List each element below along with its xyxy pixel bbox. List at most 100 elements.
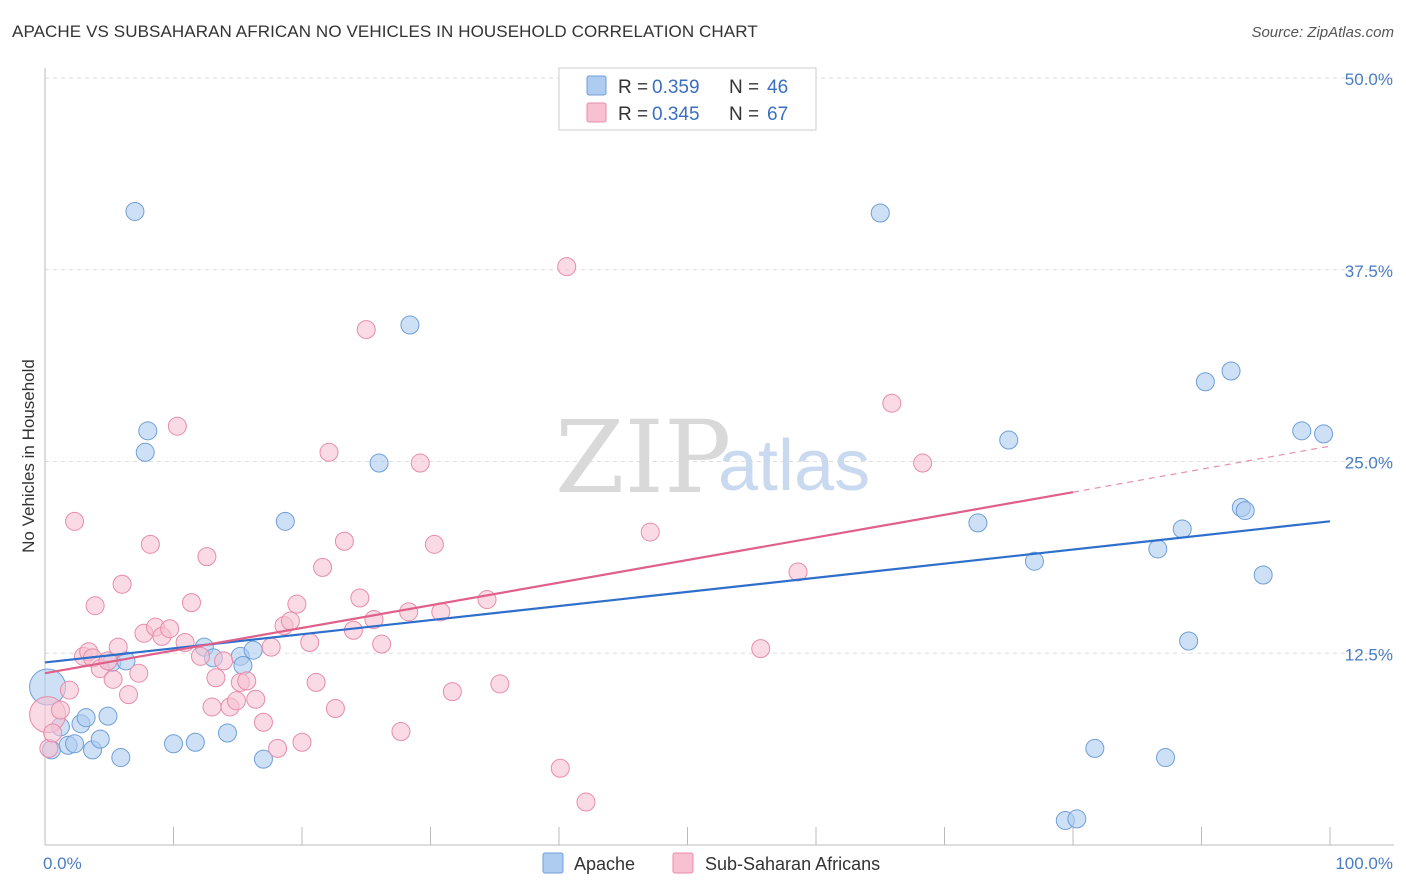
- subsaharan-point-34: [246, 689, 266, 709]
- subsaharan-point-18: [140, 534, 160, 554]
- subsaharan-point-52: [372, 634, 392, 654]
- subsaharan-point-39: [280, 611, 300, 631]
- apache-point-38: [1179, 631, 1199, 651]
- subsaharan-point-31: [226, 691, 246, 711]
- x-tick-label-1: 100.0%: [1335, 854, 1393, 873]
- apache-point-37: [1172, 519, 1192, 539]
- apache-point-30: [999, 430, 1019, 450]
- subsaharan-point-26: [197, 547, 217, 567]
- apache-point-27: [400, 315, 420, 335]
- subsaharan-point-41: [292, 732, 312, 752]
- apache-point-8: [90, 729, 110, 749]
- subsaharan-point-28: [206, 668, 226, 688]
- subsaharan-point-64: [640, 522, 660, 542]
- subsaharan-point-2: [43, 723, 63, 743]
- subsaharan-point-56: [424, 534, 444, 554]
- legend-swatch-apache: [586, 75, 607, 96]
- bottom-legend: Apache Sub-Saharan Africans: [542, 852, 880, 874]
- subsaharan-point-49: [350, 588, 370, 608]
- apache-point-10: [111, 748, 131, 768]
- subsaharan-point-50: [356, 320, 376, 340]
- subsaharan-point-33: [237, 671, 257, 691]
- apache-point-29: [968, 513, 988, 533]
- subsaharan-point-29: [214, 651, 234, 671]
- subsaharan-point-22: [167, 416, 187, 436]
- apache-point-43: [1253, 565, 1273, 585]
- legend-subsaharan-r-label: R =: [618, 104, 648, 125]
- apache-point-9: [98, 706, 118, 726]
- grid-layer: [45, 77, 1394, 654]
- subsaharan-point-5: [65, 511, 85, 531]
- bottom-legend-apache: Apache: [574, 854, 635, 874]
- subsaharan-point-67: [882, 393, 902, 413]
- subsaharan-point-65: [751, 639, 771, 659]
- apache-point-34: [1085, 738, 1105, 758]
- subsaharan-point-15: [119, 685, 139, 705]
- legend-apache-r-label: R =: [618, 77, 648, 98]
- apache-point-24: [253, 749, 273, 769]
- legend-apache-r-value: 0.359: [652, 77, 700, 98]
- subsaharan-trend-extension: [1072, 445, 1331, 493]
- apache-point-33: [1067, 809, 1087, 829]
- y-tick-label-3: 50.0%: [1345, 70, 1393, 89]
- apache-point-6: [76, 708, 96, 728]
- apache-point-16: [164, 734, 183, 754]
- subsaharan-point-12: [103, 669, 123, 689]
- subsaharan-point-61: [550, 758, 570, 778]
- watermark-zip: ZIP: [555, 399, 731, 516]
- watermark: ZIP atlas: [555, 399, 870, 516]
- subsaharan-point-55: [410, 453, 430, 473]
- subsaharan-point-4: [59, 680, 79, 700]
- chart-source: Source: ZipAtlas.com: [1251, 24, 1394, 41]
- apache-point-13: [125, 201, 145, 221]
- subsaharan-trend-line: [44, 491, 1074, 675]
- y-tick-label-0: 12.5%: [1345, 645, 1393, 664]
- subsaharan-point-35: [253, 712, 273, 732]
- legend-subsaharan-r-value: 0.345: [652, 104, 700, 125]
- subsaharan-point-46: [325, 698, 345, 718]
- legend-subsaharan-n-value: 67: [767, 104, 788, 125]
- y-tick-label-1: 25.0%: [1345, 454, 1393, 473]
- subsaharan-point-14: [112, 574, 132, 594]
- subsaharan-point-42: [300, 633, 320, 653]
- subsaharan-point-54: [399, 602, 419, 622]
- bottom-legend-subsaharan: Sub-Saharan Africans: [705, 854, 880, 874]
- legend-apache-n-value: 46: [767, 77, 788, 98]
- apache-point-44: [1292, 421, 1312, 441]
- subsaharan-point-24: [181, 593, 201, 613]
- apache-point-25: [275, 511, 295, 531]
- subsaharan-point-36: [261, 637, 281, 657]
- bottom-legend-swatch-subsaharan: [672, 852, 694, 874]
- subsaharan-point-44: [313, 557, 333, 577]
- apache-point-26: [369, 453, 389, 473]
- apache-point-28: [870, 203, 890, 223]
- subsaharan-point-62: [557, 257, 577, 277]
- legend-apache-n-label: N =: [729, 77, 759, 98]
- apache-point-20: [217, 723, 237, 743]
- chart-title: APACHE VS SUBSAHARAN AFRICAN NO VEHICLES…: [12, 22, 758, 41]
- apache-point-14: [135, 442, 155, 462]
- apache-point-4: [65, 734, 85, 754]
- trend-layer: [44, 445, 1331, 675]
- subsaharan-point-9: [85, 596, 105, 616]
- subsaharan-point-43: [306, 672, 326, 692]
- top-legend: R = 0.359 N = 46 R = 0.345 N = 67: [558, 67, 817, 131]
- apache-trend-line: [44, 520, 1331, 664]
- subsaharan-point-58: [442, 682, 462, 702]
- subsaharan-point-40: [287, 594, 307, 614]
- legend-swatch-subsaharan: [586, 102, 607, 123]
- subsaharan-point-53: [391, 721, 411, 741]
- apache-point-35: [1148, 539, 1168, 559]
- apache-point-39: [1195, 372, 1215, 392]
- subsaharan-point-47: [334, 531, 354, 551]
- subsaharan-point-16: [129, 663, 149, 683]
- apache-point-42: [1235, 501, 1255, 521]
- subsaharan-point-25: [190, 646, 210, 666]
- bottom-legend-swatch-apache: [542, 852, 564, 874]
- x-tick-label-0: 0.0%: [43, 854, 82, 873]
- watermark-atlas: atlas: [718, 426, 870, 506]
- subsaharan-point-68: [913, 453, 933, 473]
- y-axis-label: No Vehicles in Household: [19, 359, 38, 553]
- apache-point-40: [1221, 361, 1241, 381]
